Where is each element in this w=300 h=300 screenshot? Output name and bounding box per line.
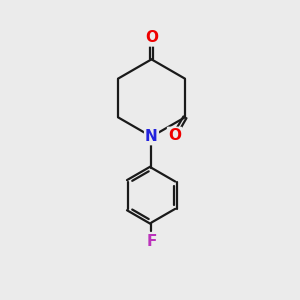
Text: N: N (145, 129, 158, 144)
Text: O: O (168, 128, 181, 143)
Text: O: O (145, 30, 158, 45)
Text: F: F (146, 234, 157, 249)
